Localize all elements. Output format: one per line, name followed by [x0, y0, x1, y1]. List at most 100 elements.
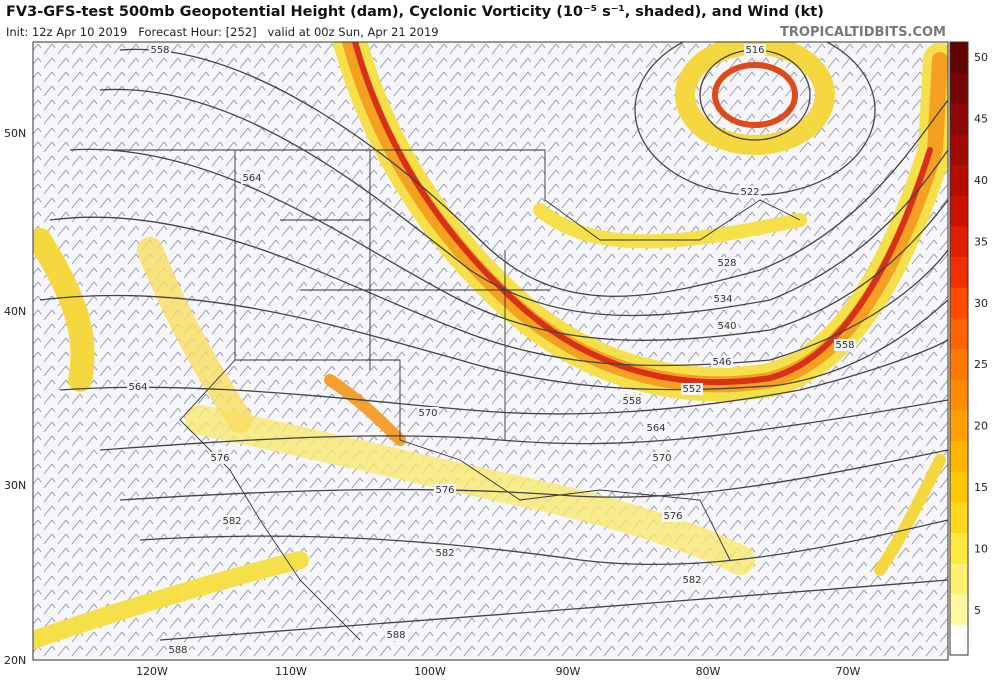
contour — [159, 579, 948, 641]
colorbar-label: 50 — [974, 51, 988, 64]
colorbar-swatch — [950, 195, 968, 227]
colorbar-swatch — [950, 563, 968, 595]
contour-label-bg — [716, 257, 738, 269]
contour-label-bg — [651, 452, 673, 464]
contour-label-bg — [434, 484, 456, 496]
contour-label: 546 — [712, 357, 731, 368]
colorbar-label: 5 — [974, 604, 981, 617]
contour-label: 576 — [663, 511, 682, 522]
shade — [137, 237, 253, 433]
contour-label-bg — [621, 395, 643, 407]
contour — [119, 449, 948, 501]
contour — [99, 399, 948, 451]
border — [110, 149, 801, 241]
contour-label: 588 — [386, 630, 405, 641]
contour-label-bg — [149, 44, 171, 56]
contour-label-bg — [681, 574, 703, 586]
colorbar-label: 25 — [974, 358, 988, 371]
contour-label-bg — [127, 381, 149, 393]
contour-label: 570 — [418, 408, 437, 419]
colorbar-swatch — [950, 471, 968, 503]
lat-label: 30N — [4, 479, 26, 492]
contour-label-bg — [712, 293, 734, 305]
site-name: TROPICALTIDBITS.COM — [780, 25, 946, 40]
contour-label-bg — [716, 320, 738, 332]
border — [179, 359, 361, 641]
contour — [69, 148, 948, 341]
contour-label: 534 — [713, 294, 732, 305]
contour-label: 564 — [128, 382, 147, 393]
contour-label-bg — [834, 339, 856, 351]
contour-labels: 558 516 564 522 528 534 540 546 552 558 558 564 570 5… — [127, 44, 856, 656]
lat-label: 50N — [4, 127, 26, 140]
colorbar-label: 30 — [974, 297, 988, 310]
map-area: 558 516 564 522 528 534 540 546 552 558 558 564 570 5… — [33, 42, 948, 660]
contour-label: 588 — [168, 645, 187, 656]
colorbar-swatch — [950, 317, 968, 349]
shade — [533, 203, 807, 249]
colorbar-label: 40 — [974, 174, 988, 187]
contour-label-bg — [711, 356, 733, 368]
contour-label: 570 — [652, 453, 671, 464]
border — [234, 150, 731, 561]
shade — [33, 551, 309, 649]
contour-label-bg — [241, 172, 263, 184]
lon-label: 100W — [414, 665, 446, 678]
contour-label-bg — [681, 383, 703, 395]
colorbar-swatch — [950, 379, 968, 411]
colorbar-swatch — [950, 225, 968, 258]
contour — [49, 216, 948, 367]
contour-label: 582 — [682, 575, 701, 586]
shade — [324, 374, 406, 446]
height-contours — [39, 42, 948, 641]
contour-label-bg — [385, 629, 407, 641]
contour — [119, 48, 948, 297]
contour-label-bg — [417, 407, 439, 419]
colorbar-label: 10 — [974, 543, 988, 556]
contour-label-bg — [739, 186, 761, 198]
contour-label: 540 — [717, 321, 736, 332]
colorbar-swatch — [950, 501, 968, 533]
shade — [874, 454, 946, 576]
contour-label-bg — [221, 515, 243, 527]
contour — [39, 294, 948, 391]
contour-label: 564 — [646, 423, 665, 434]
contour-label: 576 — [210, 453, 229, 464]
contour-label-bg — [167, 644, 189, 656]
contour-label: 558 — [835, 340, 854, 351]
contour-label: 564 — [242, 173, 261, 184]
contour-label: 576 — [435, 485, 454, 496]
lon-label: 110W — [275, 665, 307, 678]
contour-label-bg — [744, 44, 766, 56]
jet-core — [352, 42, 933, 386]
colorbar-swatch — [950, 532, 968, 564]
colorbar-swatch — [950, 440, 968, 472]
title: FV3-GFS-test 500mb Geopotential Height (… — [6, 4, 824, 20]
colorbar-swatch — [950, 624, 968, 656]
lon-label: 120W — [136, 665, 168, 678]
contour-label: 558 — [622, 396, 641, 407]
lon-label: 70W — [836, 665, 861, 678]
shade — [33, 228, 95, 392]
colorbar-swatch — [950, 287, 968, 319]
contour — [139, 519, 948, 566]
map-frame — [32, 41, 949, 661]
colorbar-label: 35 — [974, 235, 988, 248]
colorbar-frame — [949, 41, 969, 656]
contour-label-bg — [209, 452, 231, 464]
contour — [59, 339, 948, 415]
colorbar-swatch — [950, 72, 968, 104]
colorbar-swatch — [950, 348, 968, 380]
contour-label-bg — [662, 510, 684, 522]
colorbar-swatch — [950, 164, 968, 196]
contour-label-bg — [434, 547, 456, 559]
axis-labels: 50N 40N 30N 20N 120W 110W 100W 90W 80W 70W — [4, 127, 861, 678]
colorbar: 50 45 40 35 30 25 20 15 10 5 — [949, 41, 988, 656]
colorbar-swatch — [950, 256, 968, 288]
init-line: Init: 12z Apr 10 2019 Forecast Hour: [25… — [6, 25, 439, 39]
colorbar-label: 15 — [974, 481, 988, 494]
contour-label: 582 — [222, 516, 241, 527]
contour-label: 552 — [682, 384, 701, 395]
